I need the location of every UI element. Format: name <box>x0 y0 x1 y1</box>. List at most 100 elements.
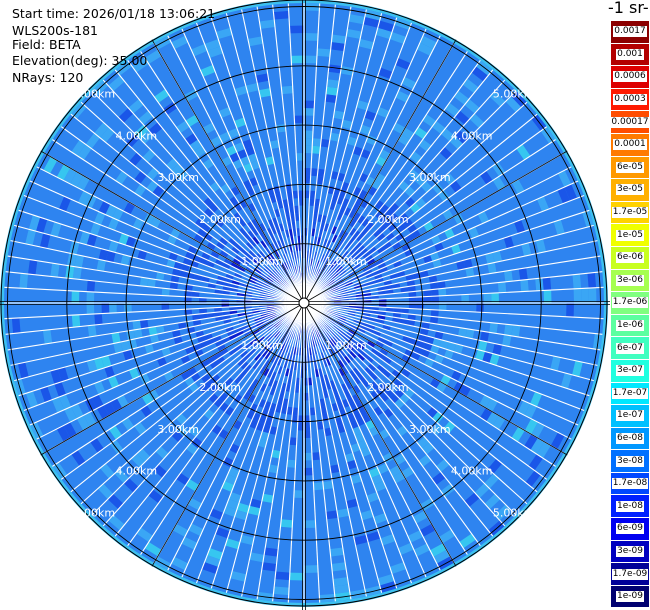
radar-gate <box>331 34 347 44</box>
radar-gate <box>285 337 291 346</box>
ray-separator <box>307 271 603 304</box>
radar-gate <box>322 343 328 351</box>
radar-gate <box>446 341 457 352</box>
radar-gate <box>511 426 525 442</box>
radar-gate <box>292 190 299 199</box>
radar-gate <box>389 31 407 44</box>
radar-gate <box>79 231 91 245</box>
radar-gate <box>210 373 221 384</box>
radar-gate <box>323 427 333 437</box>
radar-gate <box>94 313 103 325</box>
radar-gate <box>91 394 104 409</box>
range-ring <box>184 183 424 423</box>
radar-gate <box>243 233 253 242</box>
colorbar: 0.0017 0.001 0.0006 0.0003 0.00017 0.0001 6e-0… <box>610 21 650 609</box>
radar-gate <box>199 313 208 320</box>
radar-gate <box>90 222 101 236</box>
radar-gate <box>283 360 289 369</box>
radar-gate <box>259 19 275 29</box>
ray-separator <box>306 305 528 505</box>
radar-gate <box>348 227 357 237</box>
radar-gate <box>525 470 541 488</box>
radar-gate <box>233 394 243 404</box>
radar-gate <box>266 227 274 237</box>
colorbar-level-label: 0.0017 <box>613 26 647 38</box>
radar-gate <box>131 453 145 468</box>
radar-gate <box>333 110 345 120</box>
radar-gate <box>557 187 571 204</box>
radar-gate <box>252 329 260 336</box>
radar-gate <box>200 64 216 77</box>
radar-gate <box>520 279 529 292</box>
radar-gate <box>353 281 362 287</box>
colorbar-level-label: 1e-06 <box>616 320 644 332</box>
radar-gate <box>385 232 396 242</box>
ray-separator <box>306 90 517 301</box>
radar-gate <box>316 176 324 185</box>
radar-gate <box>328 280 336 287</box>
radar-gate <box>170 274 180 284</box>
radar-gate <box>313 482 324 491</box>
radar-gate <box>479 394 492 408</box>
radar-gate <box>346 459 358 470</box>
radar-gate <box>352 367 361 376</box>
radar-gate <box>250 218 259 228</box>
radar-gate <box>304 168 312 176</box>
radar-gate <box>300 370 304 378</box>
radar-gate <box>386 307 394 313</box>
radar-gate <box>185 114 199 127</box>
radar-gate <box>432 258 442 269</box>
radar-gate <box>366 258 376 266</box>
radar-gate <box>210 135 223 148</box>
radar-gate <box>337 318 346 324</box>
radar-gate <box>247 505 261 516</box>
radar-gate <box>264 265 273 273</box>
radar-gate <box>129 152 143 167</box>
radar-gate <box>248 348 257 357</box>
radar-gate <box>366 492 380 503</box>
radar-gate <box>258 325 267 332</box>
ray-separator <box>10 303 301 366</box>
field-label: Field: BETA <box>12 37 81 52</box>
radar-gate <box>148 389 160 402</box>
radar-gate <box>169 281 179 290</box>
radar-gate <box>274 277 282 285</box>
radar-gate <box>359 124 372 135</box>
radar-gate <box>304 520 316 528</box>
colorbar-level: 1.7e-06 <box>611 292 649 315</box>
radar-gate <box>253 255 262 263</box>
radar-gate <box>176 472 190 486</box>
ray-separator <box>140 51 303 300</box>
radar-gate <box>293 205 300 214</box>
radar-gate <box>71 139 86 156</box>
radar-gate <box>105 204 117 218</box>
ray-separator <box>307 240 598 303</box>
radar-gate <box>334 276 342 283</box>
radar-gate <box>332 262 340 270</box>
radar-gate <box>320 271 327 279</box>
radar-gate <box>273 241 280 250</box>
radar-gate <box>273 10 290 20</box>
colorbar-level: 6e-06 <box>611 246 649 270</box>
radar-gate <box>370 347 380 356</box>
ray-separator <box>307 286 604 304</box>
radar-gate <box>353 319 362 325</box>
radar-gate <box>327 268 335 276</box>
radar-gate <box>237 218 247 228</box>
radar-gate <box>105 250 116 263</box>
radar-gate <box>346 136 358 147</box>
radar-gate <box>43 156 58 174</box>
radar-gate <box>403 218 414 229</box>
radar-gate <box>271 318 279 324</box>
radar-gate <box>322 273 330 281</box>
radar-gate <box>50 221 62 238</box>
ray-separator <box>167 306 303 571</box>
radar-gate <box>572 360 583 377</box>
radar-gate <box>274 249 281 258</box>
radar-gate <box>503 235 515 249</box>
ray-separator <box>18 209 301 303</box>
colorbar-level-label: 0.0006 <box>613 71 647 83</box>
radar-gate <box>536 196 550 212</box>
radar-gate <box>224 377 234 387</box>
range-ring-label: 2.00km <box>367 381 409 394</box>
